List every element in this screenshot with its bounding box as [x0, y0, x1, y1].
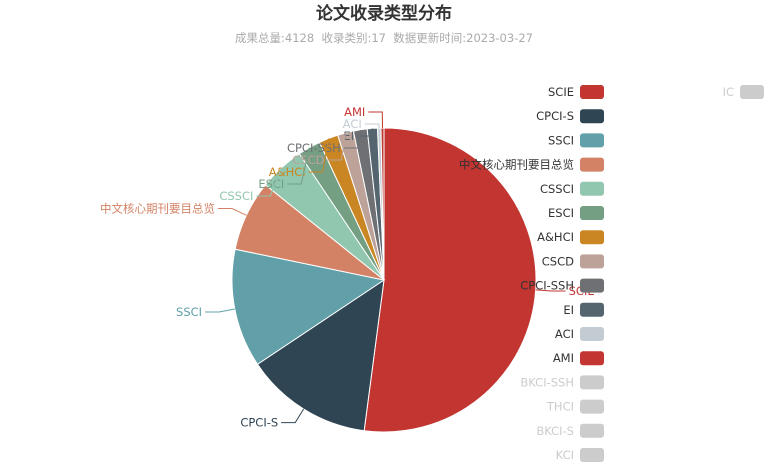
slice-label-ssci: SSCI — [176, 305, 202, 319]
legend-item-cssci[interactable]: CSSCI — [540, 181, 604, 196]
legend-item-ami[interactable]: AMI — [553, 351, 604, 366]
legend-label-zh: 中文核心期刊要目总览 — [459, 158, 574, 172]
legend-swatch-kci — [580, 448, 604, 462]
legend-label-cpci-ssh: CPCI-SSH — [520, 279, 574, 293]
legend-item-scie[interactable]: SCIE — [548, 85, 604, 99]
legend-swatch-esci — [580, 206, 604, 220]
legend-label-ami: AMI — [553, 351, 574, 365]
legend-item-bkci-ssh[interactable]: BKCI-SSH — [520, 375, 604, 390]
legend-swatch-a-hci — [580, 230, 604, 245]
leader-line-zh — [218, 208, 247, 216]
legend-swatch-cpci-s — [580, 109, 604, 124]
slice-label-aci: ACI — [343, 117, 362, 131]
legend-swatch-ami — [580, 351, 604, 366]
pie-slice-ami[interactable] — [380, 127, 385, 281]
legend-label-cscd: CSCD — [542, 254, 574, 268]
legend-item-kci[interactable]: KCI — [556, 448, 604, 462]
leader-line-cpci-ssh — [343, 129, 361, 149]
legend[interactable]: SCIE CPCI-S SSCI 中文核心期刊要目总览 CSSCI ESCI A&HCI CS… — [459, 85, 764, 462]
slice-label-zh: 中文核心期刊要目总览 — [100, 201, 215, 215]
legend-item-cscd[interactable]: CSCD — [542, 254, 604, 269]
legend-swatch-thci — [580, 399, 604, 414]
legend-swatch-cssci — [580, 181, 604, 196]
legend-swatch-ssci — [580, 133, 604, 148]
legend-item-ssci[interactable]: SSCI — [548, 133, 604, 148]
leader-line-aci — [364, 123, 380, 129]
legend-swatch-cscd — [580, 254, 604, 269]
legend-item-ei[interactable]: EI — [563, 302, 604, 317]
legend-item-cpci-s[interactable]: CPCI-S — [536, 109, 604, 124]
legend-item-bkci-s[interactable]: BKCI-S — [536, 423, 604, 438]
leader-line-cssci — [256, 167, 282, 197]
legend-item-ic[interactable]: IC — [723, 85, 764, 99]
legend-swatch-aci — [580, 327, 604, 341]
chart-subtitle: 成果总量:4128 收录类别:17 数据更新时间:2023-03-27 — [235, 31, 533, 45]
legend-label-bkci-s: BKCI-S — [536, 424, 574, 438]
legend-label-thci: THCI — [546, 400, 574, 414]
legend-item-cpci-ssh[interactable]: CPCI-SSH — [520, 278, 604, 293]
leader-line-cscd — [327, 132, 347, 161]
pie-slices — [231, 127, 537, 433]
legend-label-aci: ACI — [555, 327, 574, 341]
leader-line-ei — [357, 128, 373, 137]
leader-line-scie — [535, 289, 566, 292]
legend-label-esci: ESCI — [548, 206, 574, 220]
leader-line-ami — [368, 111, 383, 129]
slice-label-cssci: CSSCI — [219, 189, 253, 203]
leader-line-esci — [287, 147, 310, 185]
slice-label-ami: AMI — [344, 105, 365, 119]
legend-swatch-ei — [580, 302, 604, 317]
legend-label-ic: IC — [723, 85, 734, 99]
legend-label-scie: SCIE — [548, 85, 574, 99]
pie-slice-cpci-s[interactable] — [256, 278, 385, 432]
pie-slice-scie[interactable] — [363, 127, 537, 433]
legend-label-kci: KCI — [556, 448, 574, 462]
legend-swatch-zh — [580, 157, 604, 172]
legend-swatch-cpci-ssh — [580, 278, 604, 293]
legend-label-bkci-ssh: BKCI-SSH — [520, 375, 574, 389]
legend-label-ei: EI — [563, 303, 574, 317]
slice-labels: AMIACIEICPCI-SSHCSCDA&HCIESCICSSCI中文核心期刊… — [100, 105, 595, 430]
legend-label-a-hci: A&HCI — [537, 230, 574, 244]
legend-item-esci[interactable]: ESCI — [548, 206, 604, 220]
legend-label-cssci: CSSCI — [540, 182, 574, 196]
legend-item-zh[interactable]: 中文核心期刊要目总览 — [459, 157, 604, 172]
slice-label-ei: EI — [343, 129, 354, 143]
chart-title: 论文收录类型分布 — [316, 3, 452, 24]
legend-item-aci[interactable]: ACI — [555, 327, 604, 341]
legend-item-thci[interactable]: THCI — [546, 399, 604, 414]
slice-label-esci: ESCI — [258, 177, 284, 191]
slice-label-cscd: CSCD — [292, 153, 324, 167]
legend-swatch-ic — [740, 85, 764, 99]
leader-line-ssci — [205, 308, 235, 313]
legend-swatch-bkci-ssh — [580, 375, 604, 390]
slice-label-cpci-s: CPCI-S — [240, 416, 278, 430]
legend-label-ssci: SSCI — [548, 133, 574, 147]
legend-swatch-bkci-s — [580, 423, 604, 438]
leader-line-a-hci — [308, 138, 329, 173]
legend-label-cpci-s: CPCI-S — [536, 109, 574, 123]
legend-item-a-hci[interactable]: A&HCI — [537, 230, 604, 245]
leader-line-cpci-s — [281, 408, 305, 424]
legend-swatch-scie — [580, 85, 604, 99]
